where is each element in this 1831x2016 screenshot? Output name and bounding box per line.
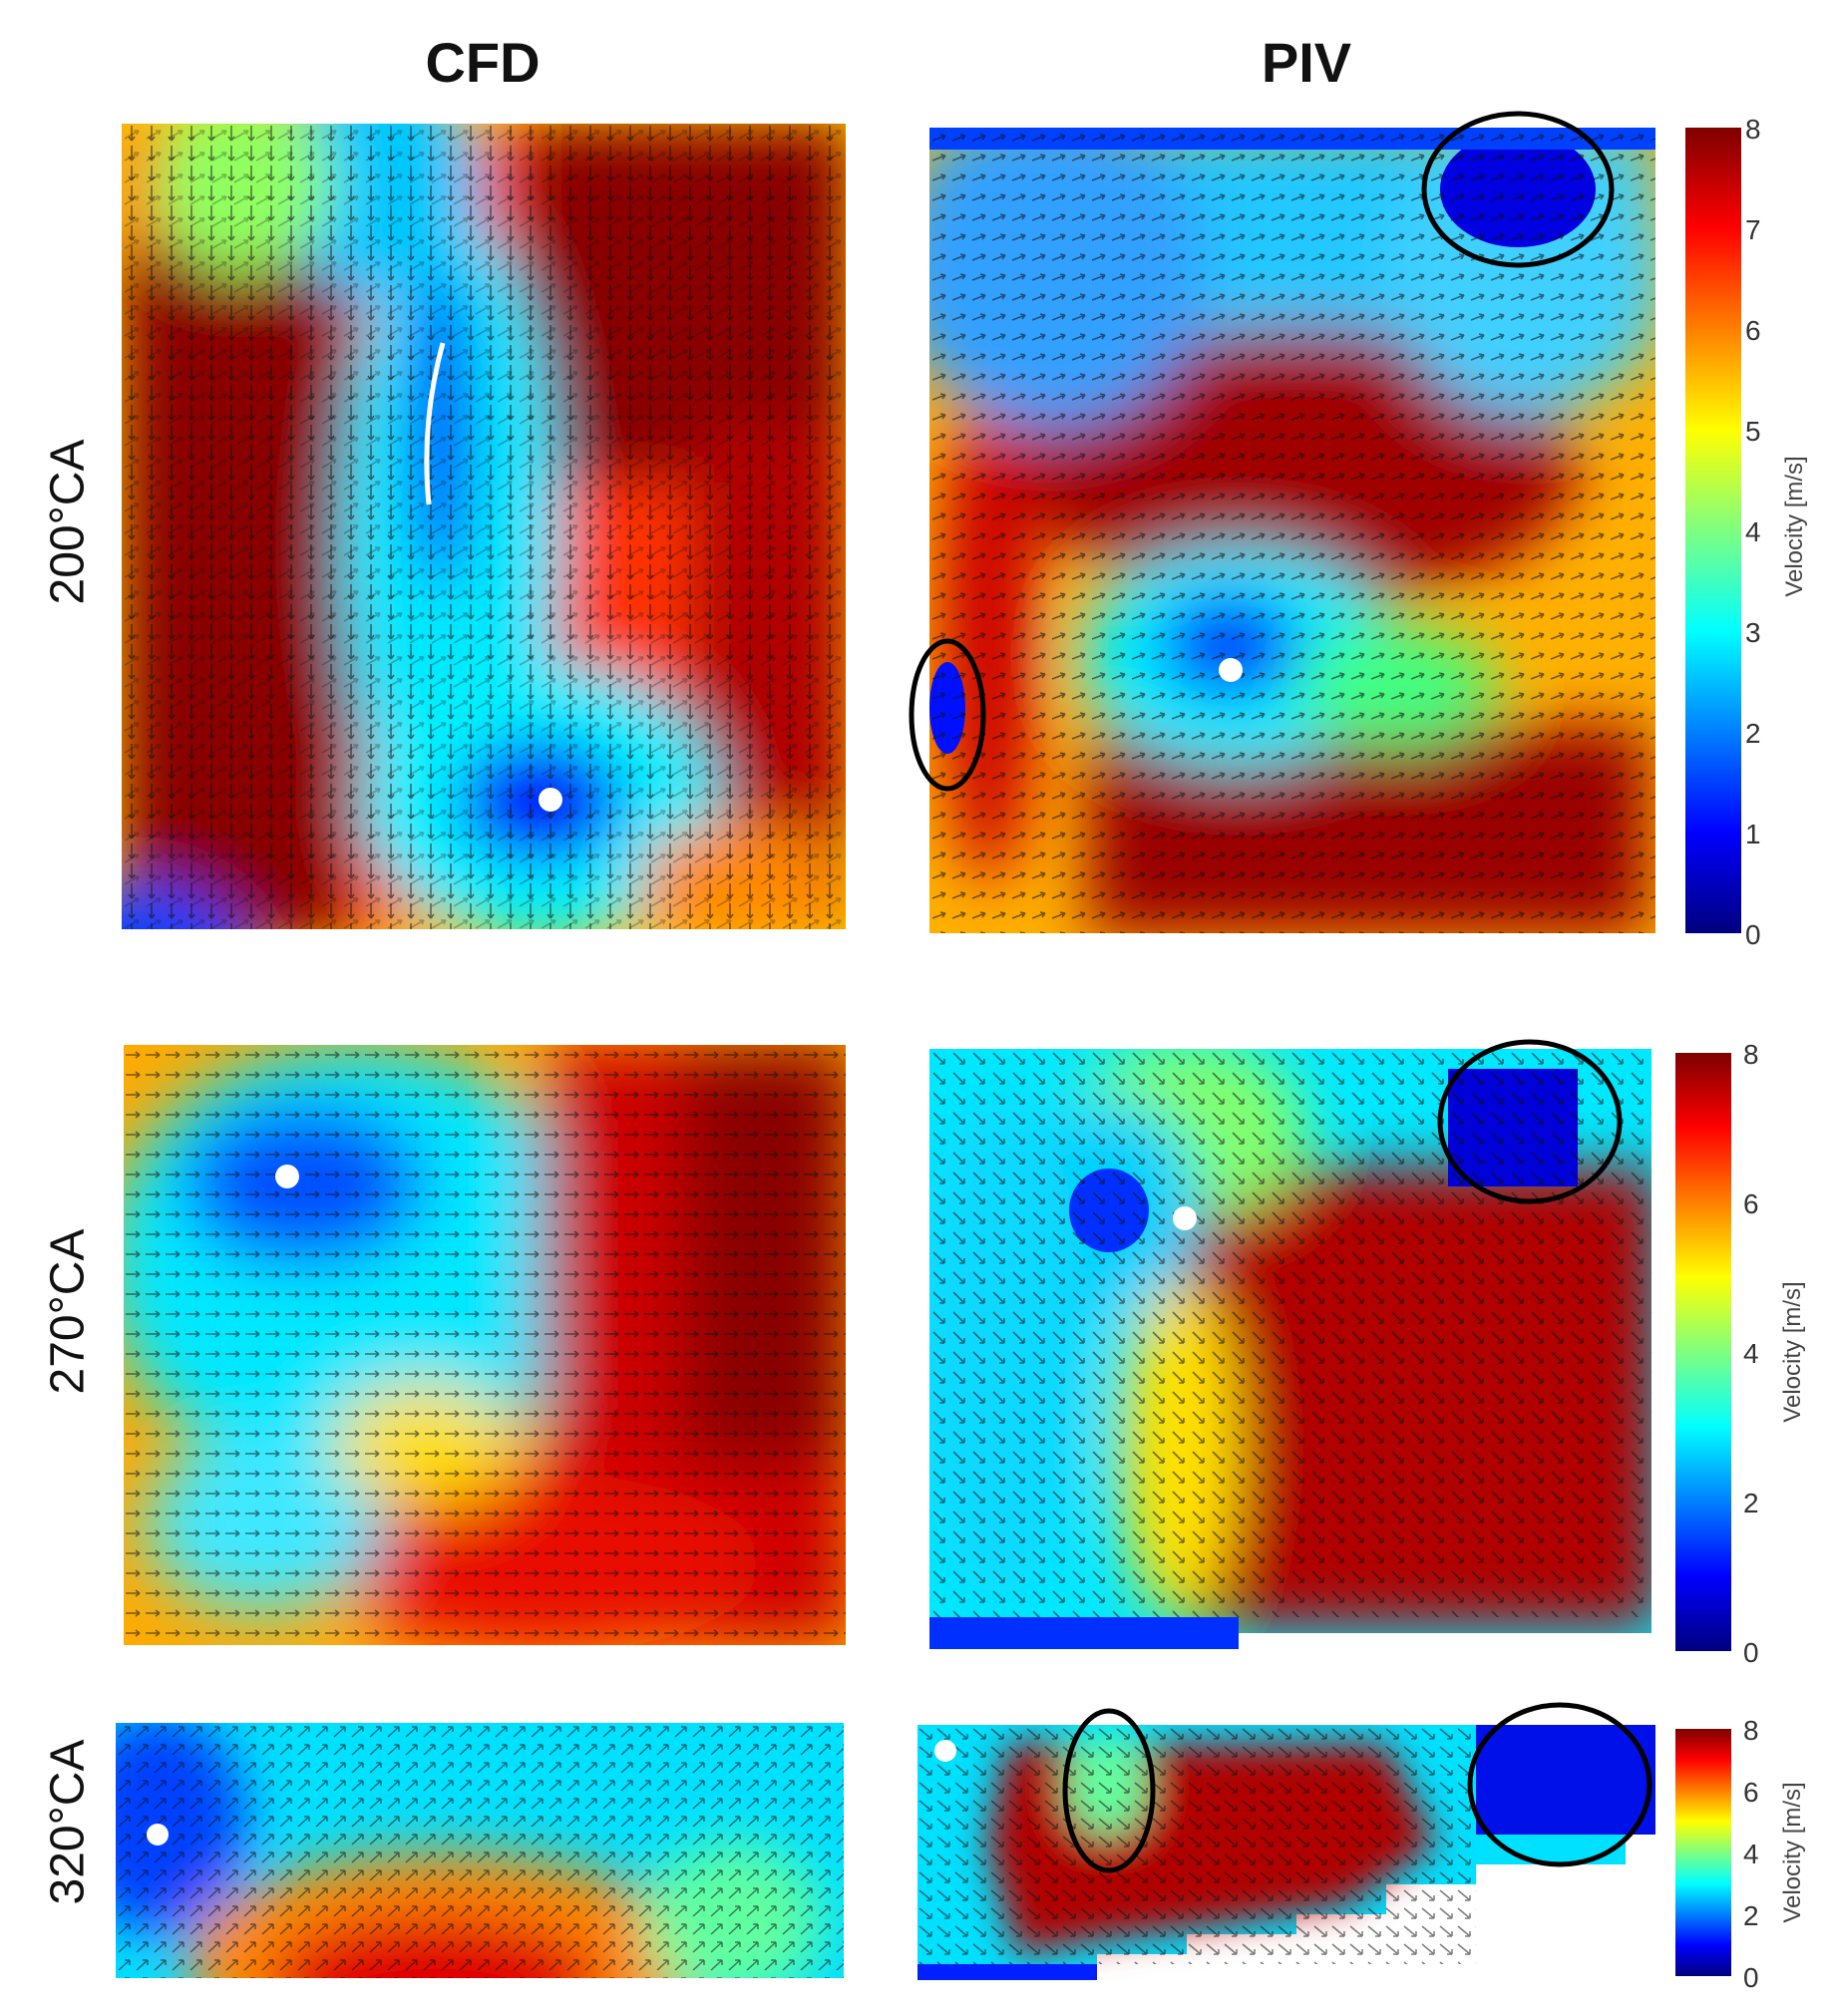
vortex-marker <box>539 788 562 812</box>
vortex-marker <box>275 1165 299 1188</box>
highlight-ellipses-row1 <box>909 111 1615 792</box>
cfd-270ca-field <box>124 1045 846 1645</box>
piv-270ca-field <box>929 1049 1651 1649</box>
piv-200ca-field <box>929 128 1655 933</box>
cfd-200ca-field <box>122 124 846 929</box>
colorbar-row3: 8 6 4 2 0 Velocity [m/s] <box>1675 1715 1825 1993</box>
row-label-270ca: 270°CA <box>41 1228 95 1395</box>
vortex-marker <box>147 1824 169 1846</box>
colorbar-label: Velocity [m/s] <box>1779 1281 1806 1423</box>
colorbar-row2: 8 6 4 2 0 Velocity [m/s] <box>1675 1039 1825 1668</box>
colorbar-label: Velocity [m/s] <box>1779 1782 1806 1923</box>
column-title-cfd: CFD <box>425 31 541 94</box>
highlight-ellipse-row2 <box>1437 1039 1623 1204</box>
colorbar-label: Velocity [m/s] <box>1781 456 1808 597</box>
colorbar-row1: 8 7 6 5 4 3 2 1 0 Velocity [m/s] <box>1685 114 1825 950</box>
vortex-marker <box>1173 1206 1197 1230</box>
row-label-200ca: 200°CA <box>41 439 95 605</box>
cfd-320ca-field <box>116 1723 844 1978</box>
row-label-320ca: 320°CA <box>41 1739 95 1905</box>
highlight-ellipses-row3 <box>1062 1702 1652 1873</box>
vortex-marker <box>934 1740 956 1762</box>
vortex-marker <box>1219 658 1243 682</box>
column-title-piv: PIV <box>1261 31 1352 94</box>
